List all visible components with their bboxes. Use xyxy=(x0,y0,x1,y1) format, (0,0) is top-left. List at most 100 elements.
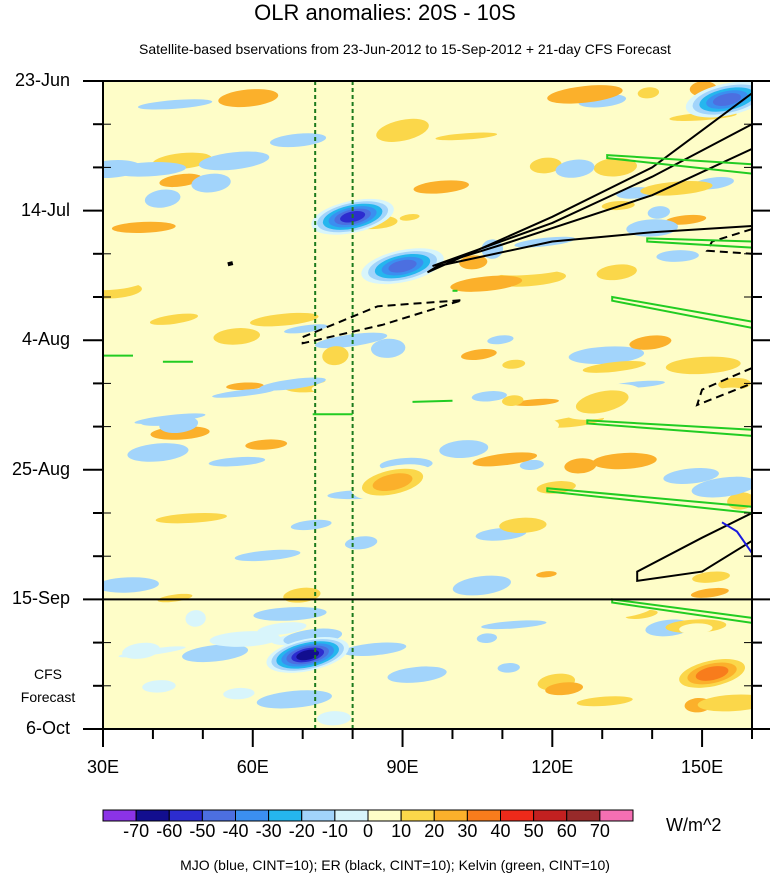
anomaly-patch xyxy=(238,300,286,309)
anomaly-patch xyxy=(182,644,249,663)
er-contour-positive xyxy=(432,123,752,268)
anomaly-patch xyxy=(637,87,660,99)
anomaly-patch xyxy=(663,468,719,484)
colorbar-label: 70 xyxy=(589,821,610,841)
anomaly-patch xyxy=(705,387,750,406)
y-tick-label: 14-Jul xyxy=(20,199,70,220)
colorbar-swatch xyxy=(201,809,236,822)
y-tick-label: 4-Aug xyxy=(21,329,70,350)
anomaly-patch xyxy=(185,610,206,627)
anomaly-patch xyxy=(542,542,582,559)
anomaly-patch xyxy=(664,318,690,326)
anomaly-patch xyxy=(439,440,489,459)
anomaly-patch xyxy=(593,157,637,177)
anomaly-patch xyxy=(592,452,657,470)
anomaly-patch xyxy=(629,335,672,350)
anomaly-patch xyxy=(679,623,713,634)
er-contour-negative xyxy=(695,367,752,407)
er-contour-negative xyxy=(301,299,463,345)
anomaly-patch xyxy=(499,517,547,533)
colorbar-label: -50 xyxy=(189,821,216,841)
colorbar-swatch xyxy=(135,809,170,822)
anomaly-patch xyxy=(270,133,327,148)
anomaly-patch xyxy=(111,221,176,233)
anomaly-patch xyxy=(127,443,189,462)
anomaly-patch xyxy=(596,264,637,281)
colorbar-swatch xyxy=(566,809,601,822)
anomaly-patch xyxy=(218,89,279,108)
anomaly-patch xyxy=(191,173,231,193)
colorbar-label: 40 xyxy=(490,821,511,841)
anomaly-patch xyxy=(564,458,597,474)
anomaly-patch xyxy=(250,312,319,327)
colorbar-swatch xyxy=(168,809,203,822)
anomaly-patch xyxy=(442,541,500,558)
anomaly-patch xyxy=(387,666,447,683)
anomaly-patch xyxy=(413,180,469,194)
colorbar-swatch xyxy=(533,809,568,822)
colorbar-label: -30 xyxy=(255,821,282,841)
anomaly-patch xyxy=(259,377,326,391)
anomaly-patch xyxy=(159,416,199,434)
anomaly-patch xyxy=(516,418,559,434)
kelvin-contour xyxy=(412,399,453,403)
y-tick-label: 6-Oct xyxy=(25,718,70,738)
kelvin-contour xyxy=(646,237,752,249)
anomaly-patch xyxy=(529,157,562,174)
anomaly-patch xyxy=(399,214,420,221)
er-contour-positive xyxy=(227,261,234,267)
anomaly-patch xyxy=(192,442,261,458)
anomaly-patch xyxy=(226,382,264,390)
anomaly-patch xyxy=(311,376,376,393)
anomaly-patch xyxy=(519,459,544,470)
anomaly-patch xyxy=(598,284,646,293)
anomaly-patch xyxy=(234,549,301,562)
anomaly-patch xyxy=(208,456,266,467)
colorbar-label: -40 xyxy=(222,821,249,841)
anomaly-patch xyxy=(502,359,526,369)
anomaly-patch xyxy=(695,666,729,681)
y-tick-label: 25-Aug xyxy=(11,458,70,479)
anomaly-patch xyxy=(314,332,388,349)
colorbar-swatch xyxy=(102,809,137,822)
colorbar-label: 20 xyxy=(424,821,445,841)
anomaly-patch xyxy=(399,493,422,508)
anomaly-patch xyxy=(118,646,186,658)
anomaly-patch xyxy=(198,151,270,171)
anomaly-patch xyxy=(472,452,538,467)
colorbar-label: 30 xyxy=(457,821,478,841)
kelvin-contour xyxy=(611,598,752,624)
anomaly-patch xyxy=(513,398,559,406)
anomaly-patch xyxy=(256,690,332,709)
forecast-label-line1: CFS xyxy=(34,666,62,682)
er-contour-positive xyxy=(426,92,752,274)
anomaly-patch xyxy=(384,557,406,572)
er-contour-negative xyxy=(705,228,752,255)
anomaly-patch xyxy=(665,356,741,375)
kelvin-contour xyxy=(606,154,752,175)
colorbar-label: 10 xyxy=(391,821,412,841)
anomaly-patch xyxy=(450,275,523,292)
forecast-label-line2: Forecast xyxy=(20,689,76,705)
anomaly-patch xyxy=(452,575,511,596)
anomaly-patch xyxy=(570,640,618,650)
anomaly-patch xyxy=(502,395,524,406)
anomaly-patch xyxy=(476,633,498,644)
anomaly-patch xyxy=(144,189,181,208)
anomaly-patch xyxy=(256,162,277,173)
anomaly-patch xyxy=(354,634,389,644)
colorbar-label: 50 xyxy=(523,821,544,841)
anomaly-patch xyxy=(111,162,186,177)
anomaly-patch xyxy=(665,214,707,225)
chart-subtitle: Satellite-based bservations from 23-Jun-… xyxy=(139,41,671,57)
anomaly-patch xyxy=(547,85,623,104)
colorbar-swatch xyxy=(500,809,535,822)
colorbar-swatch xyxy=(433,809,468,822)
x-tick-label: 90E xyxy=(386,757,419,777)
x-tick-label: 150E xyxy=(681,757,724,777)
anomaly-patch xyxy=(435,132,498,141)
anomaly-patch xyxy=(426,98,453,106)
contour-legend: MJO (blue, CINT=10); ER (black, CINT=10)… xyxy=(180,857,610,873)
anomaly-patch xyxy=(697,694,752,712)
